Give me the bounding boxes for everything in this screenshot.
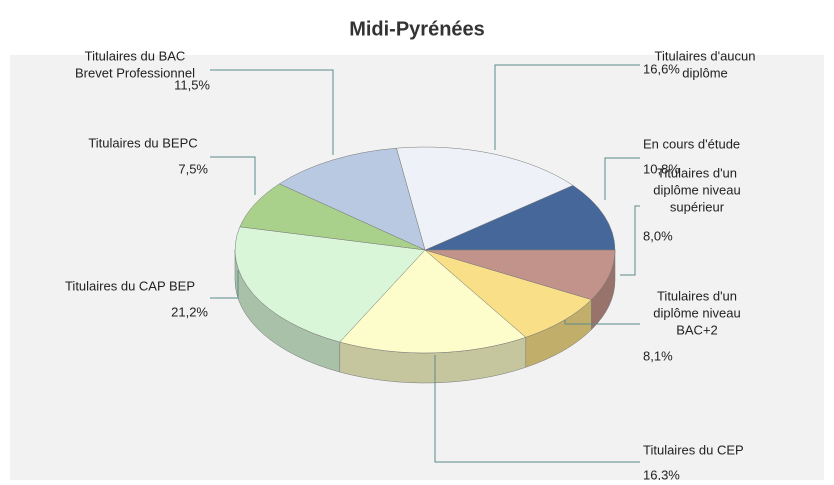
leader-line: [434, 355, 640, 463]
slice-label: Brevet Professionnel: [75, 65, 195, 80]
slice-label: diplôme niveau: [653, 182, 740, 197]
leader-line: [210, 69, 334, 155]
slice: [424, 185, 616, 251]
leader-line: [620, 205, 640, 276]
slice-label: Titulaires d'un: [657, 288, 737, 303]
value-label: 11,5%: [174, 77, 210, 92]
slice: [278, 147, 426, 251]
slice-label: diplôme niveau: [653, 305, 740, 320]
chart-title: Midi-Pyrénées: [349, 18, 485, 40]
value-label: 8,1%: [643, 348, 673, 363]
slice: [424, 249, 616, 300]
slice: [234, 226, 426, 343]
slice: [339, 249, 527, 354]
slice-label: Titulaires d'un: [657, 165, 737, 180]
slice-label: Titulaires du BAC: [85, 48, 186, 63]
leader-line: [564, 320, 640, 325]
value-label: 21,2%: [171, 304, 208, 319]
slice-label: BAC+2: [676, 322, 718, 337]
slice-label: Titulaires du CAP BEP: [65, 278, 195, 293]
slice: [396, 146, 574, 251]
value-label: 10,8%: [643, 161, 680, 176]
slice-label: En cours d'étude: [643, 136, 740, 151]
slice: [424, 249, 592, 338]
slice-label: diplôme: [682, 65, 728, 80]
leader-line: [210, 156, 256, 195]
value-label: 7,5%: [178, 161, 208, 176]
leader-line: [494, 64, 640, 150]
slice-label: Titulaires du BEPC: [88, 135, 197, 150]
value-label: 16,3%: [643, 467, 680, 480]
value-label: 8,0%: [643, 228, 673, 243]
slice-label: Titulaires du CEP: [643, 442, 744, 457]
slice-label: Titulaires d'aucun: [655, 48, 756, 63]
leader-line: [604, 157, 640, 200]
slice-label: supérieur: [670, 199, 725, 214]
value-label: 16,6%: [643, 61, 680, 76]
leader-line: [210, 270, 239, 299]
